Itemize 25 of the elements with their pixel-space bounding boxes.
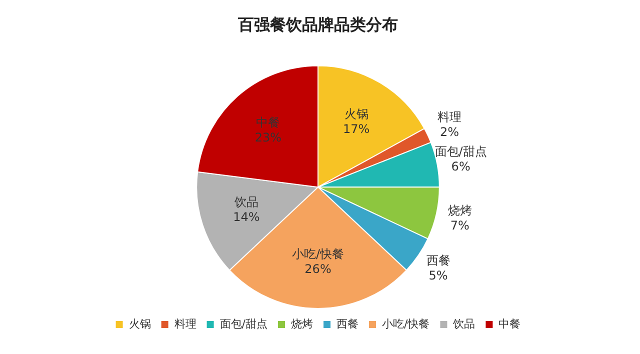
slice-label: 中餐 xyxy=(256,115,280,130)
legend-label: 烧烤 xyxy=(291,317,313,330)
chart-title: 百强餐饮品牌品类分布 xyxy=(237,14,398,34)
data-label: 26% xyxy=(304,262,332,276)
legend-label: 火锅 xyxy=(128,317,151,330)
slice-label: 饮品 xyxy=(233,194,258,209)
slice-label: 烧烤 xyxy=(448,203,472,218)
slice-label: 小吃/快餐 xyxy=(292,246,344,261)
data-label: 7% xyxy=(450,218,470,232)
legend-label: 面包/甜点 xyxy=(220,317,268,330)
slice-label: 料理 xyxy=(438,110,462,124)
data-label: 6% xyxy=(451,159,470,174)
data-label: 14% xyxy=(233,210,260,224)
data-label: 17% xyxy=(342,122,370,136)
legend-label: 小吃/快餐 xyxy=(382,317,430,330)
slice-label: 面包/甜点 xyxy=(434,144,487,158)
data-label: 5% xyxy=(428,268,448,282)
slice-label: 火锅 xyxy=(344,106,368,121)
data-label: 2% xyxy=(440,124,460,139)
data-label: 23% xyxy=(254,130,282,144)
legend-label: 西餐 xyxy=(336,317,358,330)
slice-label: 西餐 xyxy=(426,253,450,268)
legend-label: 料理 xyxy=(174,317,196,330)
legend-label: 中餐 xyxy=(498,317,521,330)
legend-label: 饮品 xyxy=(452,317,476,330)
